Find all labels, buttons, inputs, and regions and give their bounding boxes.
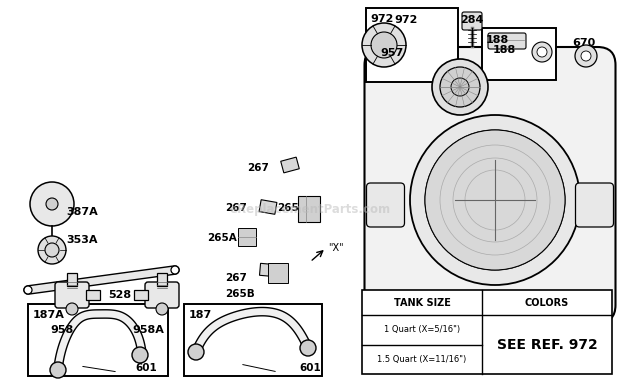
FancyBboxPatch shape [366, 183, 404, 227]
Text: "X": "X" [328, 243, 343, 253]
Circle shape [410, 115, 580, 285]
Text: 187A: 187A [33, 310, 65, 320]
FancyBboxPatch shape [365, 47, 616, 323]
Text: 387A: 387A [66, 207, 98, 217]
Circle shape [30, 182, 74, 226]
Text: 267: 267 [225, 203, 247, 213]
Text: SEE REF. 972: SEE REF. 972 [497, 337, 598, 352]
FancyBboxPatch shape [55, 282, 89, 308]
Circle shape [66, 303, 78, 315]
Circle shape [425, 130, 565, 270]
Text: 972: 972 [370, 14, 393, 24]
Text: 1 Quart (X=5/16"): 1 Quart (X=5/16") [384, 325, 460, 334]
FancyBboxPatch shape [260, 263, 277, 277]
Text: 958A: 958A [132, 325, 164, 335]
Circle shape [24, 286, 32, 294]
Text: 353A: 353A [66, 235, 98, 245]
FancyBboxPatch shape [157, 273, 167, 286]
FancyBboxPatch shape [134, 290, 148, 300]
Text: 265B: 265B [225, 289, 255, 299]
Text: 267: 267 [247, 163, 269, 173]
FancyBboxPatch shape [482, 28, 556, 80]
Text: 267: 267 [225, 273, 247, 283]
Circle shape [188, 344, 204, 360]
Circle shape [50, 362, 66, 378]
FancyBboxPatch shape [259, 200, 277, 214]
Circle shape [532, 42, 552, 62]
Text: 957: 957 [381, 48, 404, 58]
Circle shape [371, 32, 397, 58]
FancyBboxPatch shape [184, 304, 322, 376]
Circle shape [425, 130, 565, 270]
FancyBboxPatch shape [28, 304, 168, 376]
Text: 188: 188 [492, 45, 516, 55]
Text: 670: 670 [572, 38, 596, 48]
Text: 1.5 Quart (X=11/16"): 1.5 Quart (X=11/16") [378, 355, 467, 364]
Text: 601: 601 [299, 363, 321, 373]
FancyBboxPatch shape [462, 12, 482, 30]
Circle shape [171, 266, 179, 274]
Circle shape [575, 45, 597, 67]
FancyBboxPatch shape [575, 183, 614, 227]
Circle shape [581, 51, 591, 61]
FancyBboxPatch shape [488, 33, 526, 49]
Text: 972: 972 [394, 15, 418, 25]
Circle shape [440, 67, 480, 107]
Text: 958: 958 [50, 325, 74, 335]
Circle shape [451, 78, 469, 96]
Text: COLORS: COLORS [525, 298, 569, 307]
Text: eReplacementParts.com: eReplacementParts.com [229, 203, 391, 215]
FancyBboxPatch shape [362, 290, 612, 374]
Circle shape [300, 340, 316, 356]
FancyBboxPatch shape [366, 8, 458, 82]
Text: 265: 265 [277, 203, 299, 213]
FancyBboxPatch shape [67, 273, 77, 286]
Circle shape [45, 243, 59, 257]
Circle shape [38, 236, 66, 264]
Circle shape [432, 59, 488, 115]
Circle shape [156, 303, 168, 315]
Circle shape [537, 47, 547, 57]
Text: 528: 528 [108, 290, 131, 300]
Circle shape [132, 347, 148, 363]
FancyBboxPatch shape [281, 157, 299, 173]
Circle shape [46, 198, 58, 210]
Text: 601: 601 [135, 363, 157, 373]
Text: 284: 284 [460, 15, 484, 25]
Text: 188: 188 [486, 35, 509, 45]
FancyBboxPatch shape [86, 290, 100, 300]
FancyBboxPatch shape [268, 263, 288, 283]
Text: TANK SIZE: TANK SIZE [394, 298, 451, 307]
FancyBboxPatch shape [238, 228, 256, 246]
Circle shape [362, 23, 406, 67]
FancyBboxPatch shape [298, 196, 320, 222]
Text: 187: 187 [189, 310, 212, 320]
Text: 265A: 265A [207, 233, 237, 243]
FancyBboxPatch shape [145, 282, 179, 308]
